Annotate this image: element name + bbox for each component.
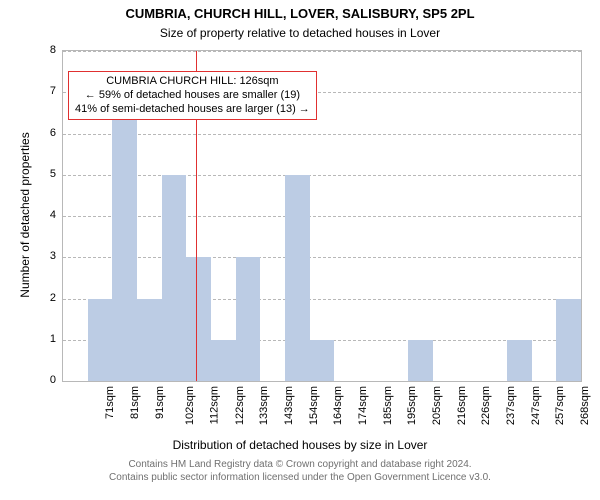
x-tick-label: 257sqm xyxy=(554,386,566,425)
grid-line xyxy=(63,51,581,52)
histogram-bar xyxy=(310,340,335,381)
x-tick-label: 216sqm xyxy=(456,386,468,425)
x-tick-label: 174sqm xyxy=(357,386,369,425)
footer-line: Contains public sector information licen… xyxy=(0,471,600,484)
x-tick-label: 81sqm xyxy=(129,386,141,419)
x-tick-label: 112sqm xyxy=(208,386,220,424)
x-tick-label: 133sqm xyxy=(258,386,270,425)
x-tick-label: 143sqm xyxy=(283,386,295,425)
histogram-bar xyxy=(211,340,236,381)
x-tick-label: 247sqm xyxy=(530,386,542,425)
grid-line xyxy=(63,216,581,217)
x-axis-title: Distribution of detached houses by size … xyxy=(0,438,600,452)
histogram-bar xyxy=(408,340,433,381)
x-tick-label: 268sqm xyxy=(579,386,591,425)
grid-line xyxy=(63,175,581,176)
x-tick-label: 237sqm xyxy=(505,386,517,425)
y-tick-label: 7 xyxy=(0,85,56,97)
grid-line xyxy=(63,134,581,135)
chart-subtitle: Size of property relative to detached ho… xyxy=(0,26,600,40)
grid-line xyxy=(63,257,581,258)
annotation-line: 41% of semi-detached houses are larger (… xyxy=(75,102,310,116)
chart-footer: Contains HM Land Registry data © Crown c… xyxy=(0,458,600,484)
x-tick-label: 102sqm xyxy=(184,386,196,425)
chart-title: CUMBRIA, CHURCH HILL, LOVER, SALISBURY, … xyxy=(0,6,600,21)
histogram-bar xyxy=(162,175,187,381)
y-tick-label: 1 xyxy=(0,333,56,345)
histogram-bar xyxy=(88,299,113,382)
x-tick-label: 205sqm xyxy=(431,386,443,425)
x-tick-label: 122sqm xyxy=(234,386,246,425)
x-tick-label: 195sqm xyxy=(406,386,418,425)
y-tick-label: 8 xyxy=(0,44,56,56)
histogram-bar xyxy=(556,299,581,382)
y-tick-label: 0 xyxy=(0,374,56,386)
histogram-bar xyxy=(507,340,532,381)
x-tick-label: 91sqm xyxy=(154,386,166,419)
x-tick-label: 164sqm xyxy=(332,386,344,425)
x-tick-label: 226sqm xyxy=(480,386,492,425)
x-tick-label: 71sqm xyxy=(104,386,116,419)
histogram-bar xyxy=(112,92,137,381)
grid-line xyxy=(63,381,581,382)
histogram-bar xyxy=(236,257,261,381)
y-axis-title: Number of detached properties xyxy=(18,115,32,315)
histogram-bar xyxy=(186,257,211,381)
footer-line: Contains HM Land Registry data © Crown c… xyxy=(0,458,600,471)
x-tick-label: 185sqm xyxy=(382,386,394,425)
histogram-bar xyxy=(137,299,162,382)
x-tick-label: 154sqm xyxy=(308,386,320,425)
annotation-line: CUMBRIA CHURCH HILL: 126sqm xyxy=(75,74,310,88)
annotation-box: CUMBRIA CHURCH HILL: 126sqm← 59% of deta… xyxy=(68,71,317,120)
annotation-line: ← 59% of detached houses are smaller (19… xyxy=(75,88,310,102)
property-size-histogram: CUMBRIA, CHURCH HILL, LOVER, SALISBURY, … xyxy=(0,0,600,500)
histogram-bar xyxy=(285,175,310,381)
